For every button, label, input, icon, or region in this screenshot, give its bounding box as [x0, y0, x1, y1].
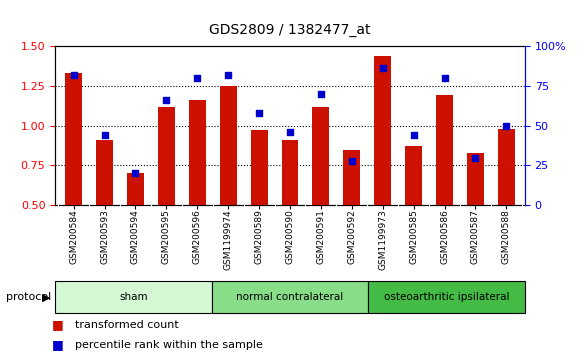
Bar — [368, 281, 525, 313]
Bar — [127, 173, 144, 205]
Text: GSM200584: GSM200584 — [69, 209, 78, 264]
Text: GSM200589: GSM200589 — [255, 209, 263, 264]
Bar — [55, 281, 212, 313]
Bar — [212, 281, 368, 313]
Bar — [96, 140, 113, 205]
Text: GSM1199973: GSM1199973 — [378, 209, 387, 270]
Bar — [374, 56, 392, 205]
Bar — [405, 147, 422, 205]
Text: ■: ■ — [52, 318, 64, 331]
Point — [502, 123, 511, 129]
Bar — [498, 129, 515, 205]
Point — [255, 110, 264, 116]
Text: GSM200592: GSM200592 — [347, 209, 356, 264]
Bar — [158, 107, 175, 205]
Text: protocol: protocol — [6, 292, 51, 302]
Point — [162, 97, 171, 103]
Point — [409, 132, 418, 138]
Text: GSM200590: GSM200590 — [285, 209, 295, 264]
Text: GDS2809 / 1382477_at: GDS2809 / 1382477_at — [209, 23, 371, 37]
Text: GSM200586: GSM200586 — [440, 209, 449, 264]
Text: ■: ■ — [52, 338, 64, 352]
Text: ▶: ▶ — [42, 292, 50, 302]
Text: osteoarthritic ipsilateral: osteoarthritic ipsilateral — [384, 292, 509, 302]
Text: transformed count: transformed count — [75, 320, 179, 330]
Bar — [436, 96, 453, 205]
Point — [440, 75, 449, 81]
Text: GSM200587: GSM200587 — [471, 209, 480, 264]
Text: sham: sham — [119, 292, 148, 302]
Text: GSM200595: GSM200595 — [162, 209, 171, 264]
Point — [131, 171, 140, 176]
Point — [471, 155, 480, 160]
Bar — [281, 140, 299, 205]
Text: GSM200588: GSM200588 — [502, 209, 511, 264]
Point — [316, 91, 325, 97]
Point — [347, 158, 357, 164]
Bar — [343, 149, 360, 205]
Text: GSM1199974: GSM1199974 — [224, 209, 233, 270]
Point — [69, 72, 78, 78]
Point — [378, 65, 387, 71]
Point — [193, 75, 202, 81]
Bar — [251, 131, 267, 205]
Bar — [313, 107, 329, 205]
Bar — [220, 86, 237, 205]
Point — [285, 129, 295, 135]
Bar — [65, 73, 82, 205]
Text: GSM200593: GSM200593 — [100, 209, 109, 264]
Text: percentile rank within the sample: percentile rank within the sample — [75, 340, 263, 350]
Text: GSM200594: GSM200594 — [131, 209, 140, 264]
Text: GSM200585: GSM200585 — [409, 209, 418, 264]
Bar — [467, 153, 484, 205]
Point — [100, 132, 109, 138]
Text: GSM200591: GSM200591 — [317, 209, 325, 264]
Point — [223, 72, 233, 78]
Bar — [188, 100, 206, 205]
Text: normal contralateral: normal contralateral — [237, 292, 343, 302]
Text: GSM200596: GSM200596 — [193, 209, 202, 264]
